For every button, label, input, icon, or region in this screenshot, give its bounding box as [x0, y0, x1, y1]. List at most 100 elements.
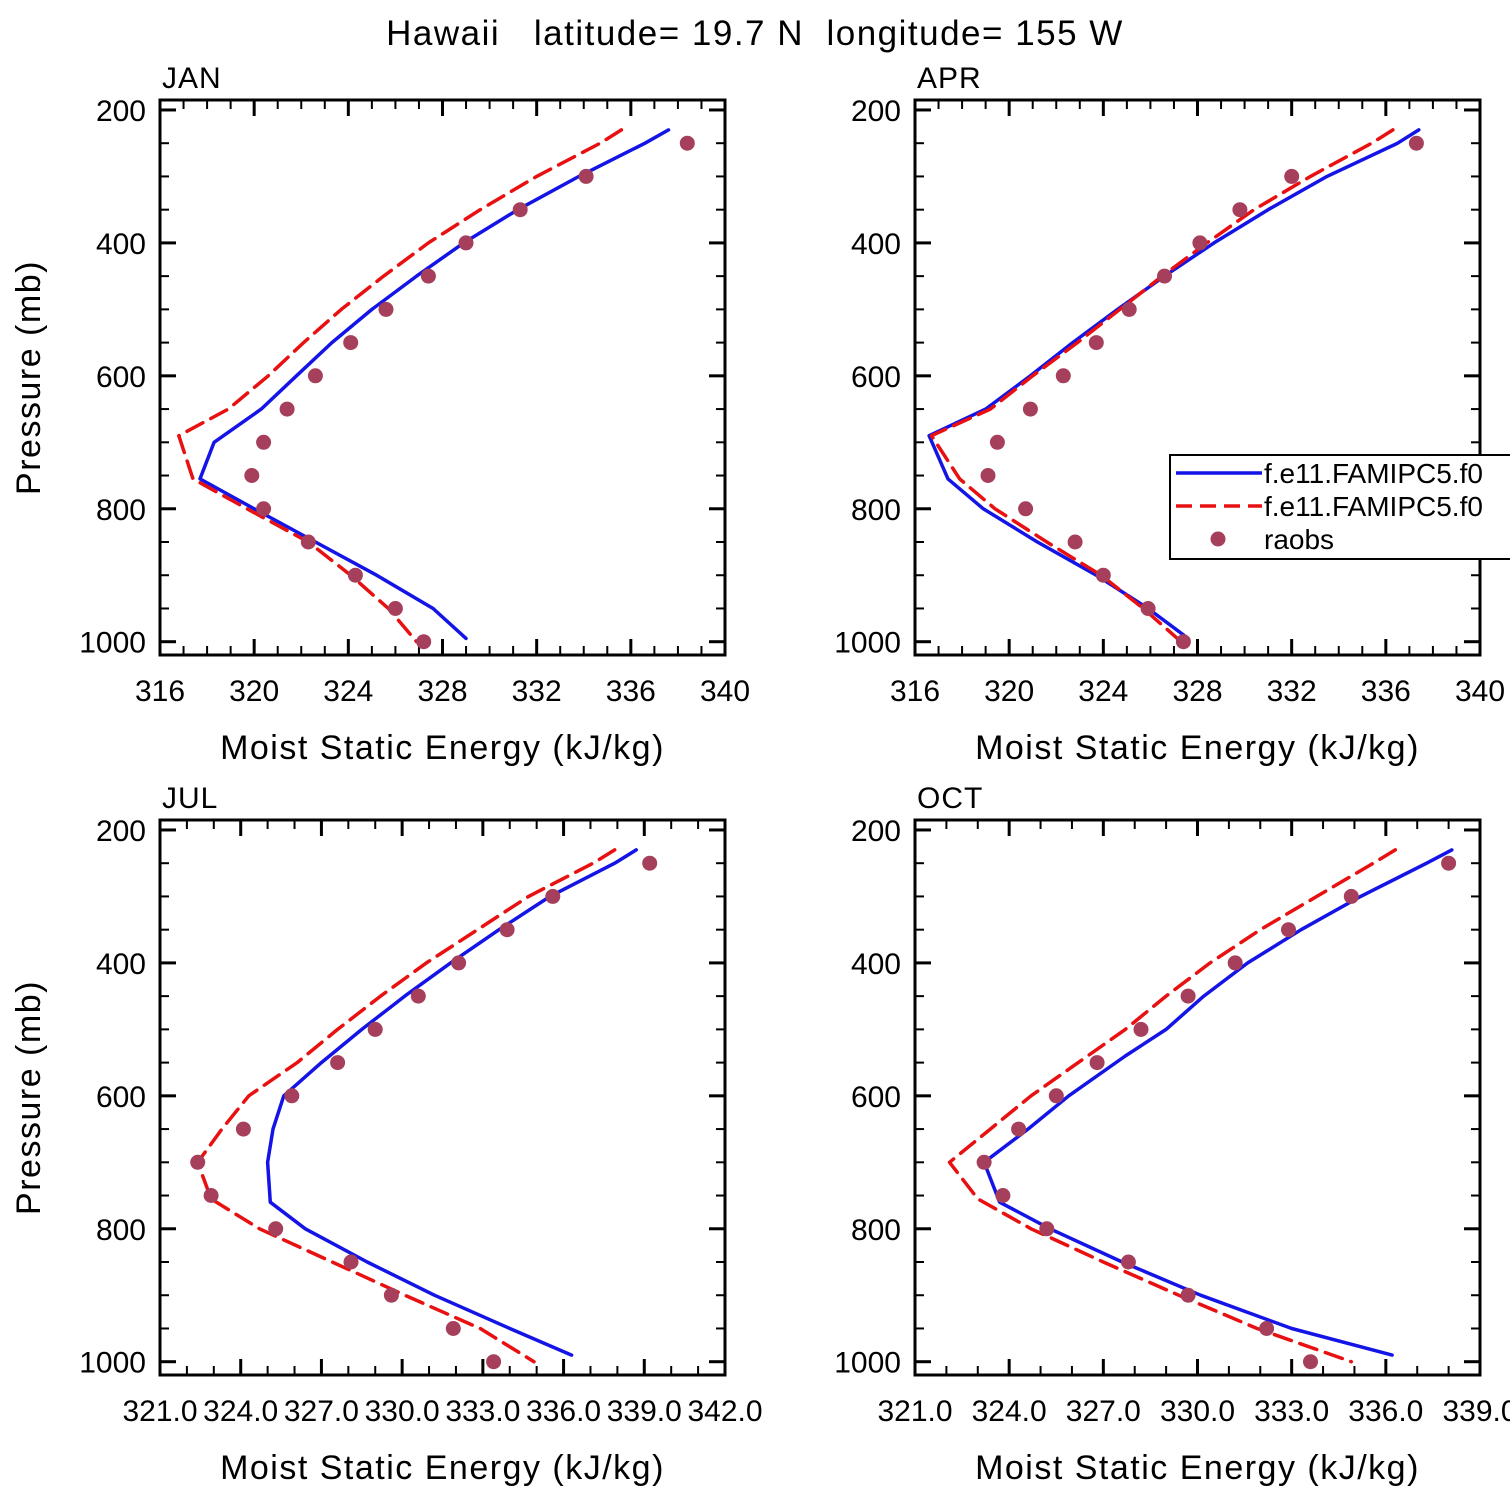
apr-x-tick-label: 340: [1455, 675, 1505, 708]
jul-model-dashed-line: [195, 848, 617, 1364]
jan-raobs-dot: [416, 634, 432, 650]
jul-y-tick-label: 1000: [79, 1347, 146, 1380]
oct-panel-frame: [913, 818, 1482, 1377]
apr-x-tick-label: 332: [1267, 675, 1317, 708]
apr-y-tick-label: 200: [851, 95, 901, 128]
oct-x-tick-label: 336.0: [1348, 1395, 1423, 1428]
oct-raobs-dot: [1011, 1121, 1027, 1137]
jan-raobs-dot: [347, 567, 363, 583]
jan-raobs-dot: [578, 168, 594, 184]
apr-raobs-dot: [1284, 168, 1300, 184]
legend-label-model-solid: f.e11.FAMIPC5.f0: [1264, 458, 1483, 489]
oct-raobs-dot: [1180, 1287, 1196, 1303]
jul-x-tick-label: 342.0: [687, 1395, 762, 1428]
apr-panel-frame: [913, 98, 1482, 657]
jul-raobs-dot: [642, 855, 658, 871]
apr-raobs-dot: [989, 434, 1005, 450]
jan-x-tick-label: 332: [512, 675, 562, 708]
jan-raobs-dot: [458, 235, 474, 251]
jan-y-tick-label: 600: [96, 361, 146, 394]
legend-dot-sample: [1210, 531, 1226, 547]
jul-x-tick-label: 327.0: [284, 1395, 359, 1428]
oct-y-tick-label: 600: [851, 1081, 901, 1114]
oct-raobs-dot: [1180, 988, 1196, 1004]
jul-y-axis-label: Pressure (mb): [10, 980, 48, 1215]
oct-raobs-dot: [1441, 855, 1457, 871]
jan-raobs-dot: [378, 301, 394, 317]
jul-y-tick-label: 600: [96, 1081, 146, 1114]
apr-raobs-dot: [1055, 368, 1071, 384]
jul-raobs-dot: [410, 988, 426, 1004]
jul-raobs-dot: [268, 1221, 284, 1237]
apr-raobs-dot: [1022, 401, 1038, 417]
oct-x-tick-label: 327.0: [1066, 1395, 1141, 1428]
jul-x-tick-label: 339.0: [607, 1395, 682, 1428]
jan-panel-frame: [158, 98, 727, 657]
apr-x-tick-label: 324: [1078, 675, 1128, 708]
apr-y-tick-label: 800: [851, 494, 901, 527]
jan-x-tick-label: 316: [135, 675, 185, 708]
oct-raobs-dot: [1133, 1021, 1149, 1037]
jul-raobs-dot: [367, 1021, 383, 1037]
apr-x-tick-label: 320: [984, 675, 1034, 708]
panel-title-apr: APR: [917, 62, 982, 95]
jul-raobs-dot: [545, 888, 561, 904]
apr-y-tick-label: 1000: [834, 627, 901, 660]
oct-raobs-dot: [1303, 1354, 1318, 1370]
jul-raobs-dot: [383, 1287, 399, 1303]
oct-x-tick-label: 333.0: [1254, 1395, 1329, 1428]
jan-x-axis-label: Moist Static Energy (kJ/kg): [220, 729, 665, 767]
jul-raobs-dot: [451, 955, 467, 971]
jul-raobs-dot: [445, 1321, 461, 1336]
apr-y-tick-label: 600: [851, 361, 901, 394]
jan-raobs-dot: [256, 501, 272, 517]
jul-y-tick-label: 200: [96, 815, 146, 848]
oct-x-tick-label: 321.0: [877, 1395, 952, 1428]
jul-raobs-dot: [343, 1254, 359, 1270]
oct-x-tick-label: 324.0: [972, 1395, 1047, 1428]
jul-x-tick-label: 324.0: [203, 1395, 278, 1428]
oct-raobs-dot: [1343, 888, 1359, 904]
legend-label-raobs: raobs: [1264, 524, 1334, 555]
oct-y-tick-label: 400: [851, 948, 901, 981]
apr-model-solid-line: [927, 128, 1421, 641]
apr-raobs-dot: [1088, 335, 1104, 351]
oct-raobs-dot: [1259, 1321, 1275, 1336]
jul-model-solid-line: [265, 848, 638, 1357]
panel-title-jan: JAN: [162, 62, 222, 95]
apr-raobs-dot: [1067, 534, 1083, 550]
jul-raobs-dot: [499, 922, 515, 938]
jan-raobs-dot: [679, 135, 695, 151]
jul-x-tick-label: 336.0: [526, 1395, 601, 1428]
jan-model-solid-line: [198, 128, 671, 641]
jul-y-tick-label: 800: [96, 1214, 146, 1247]
jan-raobs-dot: [387, 601, 403, 616]
jan-raobs-dot: [307, 368, 323, 384]
jan-raobs-dot: [512, 202, 528, 218]
oct-model-solid-line: [982, 848, 1454, 1357]
jan-raobs-dot: [244, 468, 260, 483]
jan-raobs-dot: [300, 534, 316, 550]
jan-y-tick-label: 400: [96, 228, 146, 261]
oct-raobs-dot: [1227, 955, 1243, 971]
jul-raobs-dot: [284, 1088, 300, 1104]
apr-raobs-dot: [1121, 301, 1137, 317]
legend-label-model-dashed: f.e11.FAMIPC5.f0: [1264, 491, 1483, 522]
jul-panel-frame: [158, 818, 727, 1377]
jul-raobs-dot: [330, 1055, 346, 1071]
oct-model-dashed-line: [947, 848, 1398, 1364]
oct-x-tick-label: 330.0: [1160, 1395, 1235, 1428]
jan-x-tick-label: 340: [700, 675, 750, 708]
apr-raobs-dot: [1408, 135, 1424, 151]
jul-y-tick-label: 400: [96, 948, 146, 981]
oct-x-axis-label: Moist Static Energy (kJ/kg): [975, 1449, 1420, 1487]
jan-y-tick-label: 800: [96, 494, 146, 527]
jan-x-tick-label: 320: [229, 675, 279, 708]
jan-y-tick-label: 200: [96, 95, 146, 128]
oct-raobs-dot: [1120, 1254, 1136, 1270]
apr-raobs-dot: [1140, 601, 1156, 616]
panel-title-jul: JUL: [162, 782, 218, 815]
oct-raobs-dot: [1039, 1221, 1055, 1237]
